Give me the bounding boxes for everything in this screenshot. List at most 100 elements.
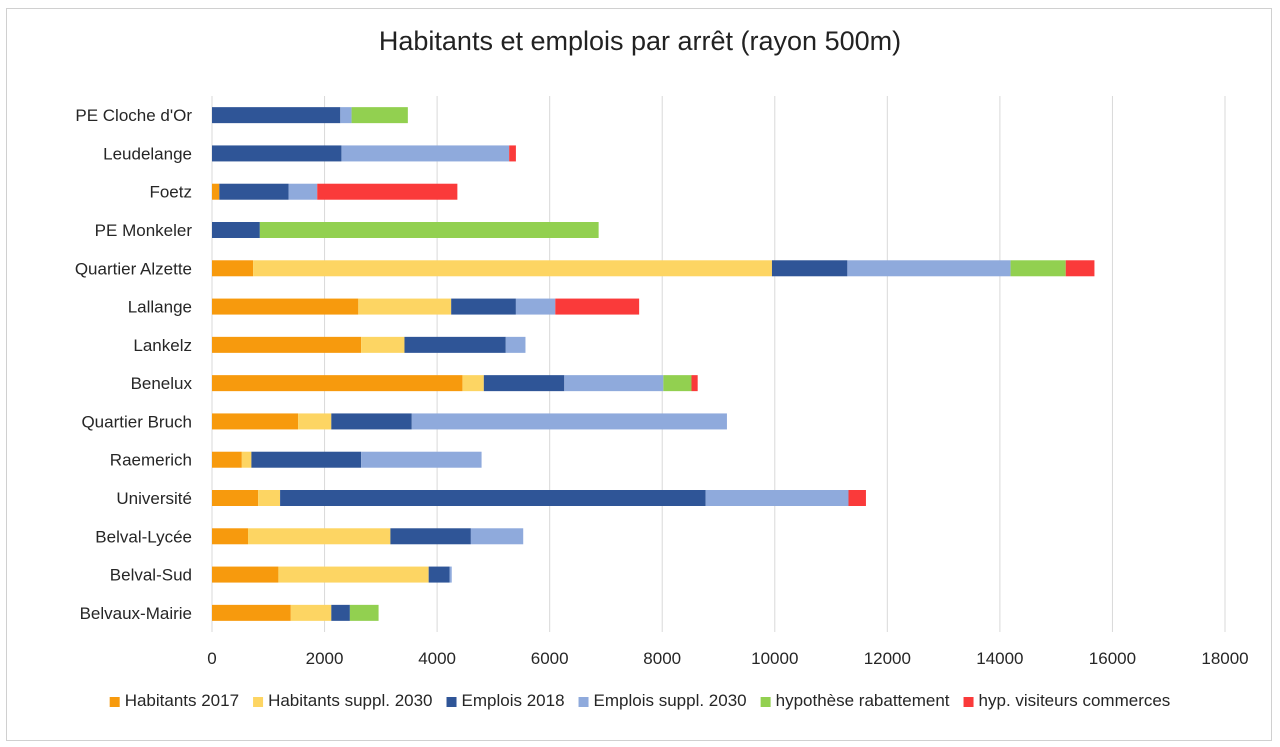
legend-label: hyp. visiteurs commerces [979, 691, 1171, 710]
legend-swatch [963, 697, 974, 707]
bar-segment [212, 413, 299, 430]
legend: Habitants 2017 Habitants suppl. 2030 Emplo… [109, 691, 1171, 710]
bar-segment [361, 336, 405, 353]
legend-item: hyp. visiteurs commerces [963, 691, 1171, 710]
bar-segment [280, 490, 706, 506]
bar-segment [253, 260, 772, 277]
legend-label: hypothèse rabattement [776, 691, 950, 710]
bar-segment [451, 298, 516, 315]
bar-segment [212, 490, 259, 506]
bar-segment [505, 336, 526, 353]
x-tick-label: 8000 [643, 649, 681, 668]
bar-segment [555, 298, 640, 315]
category-label: Foetz [149, 183, 192, 202]
legend-swatch [760, 697, 771, 707]
bar-segment [564, 375, 664, 392]
bar-segment [515, 298, 556, 315]
bar-segment [1065, 260, 1095, 277]
bar-segment [212, 336, 362, 353]
bar-segment [248, 528, 391, 545]
x-tick-labels: 0 2000 4000 6000 8000 10000 12000 14000 16000 180… [207, 649, 1248, 668]
bars [212, 107, 1095, 621]
bar-segment [428, 566, 450, 583]
bar-segment [705, 490, 849, 506]
category-label: PE Monkeler [95, 221, 193, 240]
legend-item: hypothèse rabattement [760, 691, 950, 710]
bar-segment [1010, 260, 1066, 277]
legend-item: Emplois 2018 [446, 691, 565, 710]
legend-swatch [109, 697, 120, 707]
bar-segment [358, 298, 452, 315]
bar-segment [349, 604, 379, 621]
gridlines [211, 96, 1226, 632]
bar-segment [212, 528, 249, 545]
category-label: Belvaux-Mairie [80, 604, 192, 623]
bar-segment [251, 451, 362, 468]
x-tick-label: 12000 [864, 649, 911, 668]
category-label: Belval-Lycée [95, 527, 192, 546]
bar-segment [288, 183, 318, 200]
category-label: Benelux [131, 374, 193, 393]
category-label: Belval-Sud [110, 566, 192, 585]
legend-item: Emplois suppl. 2030 [578, 691, 747, 710]
bar-segment [212, 375, 463, 392]
x-tick-label: 4000 [418, 649, 456, 668]
x-tick-label: 6000 [531, 649, 569, 668]
bar-segment [341, 145, 510, 162]
bar-segment [691, 375, 698, 392]
bar-segment [449, 566, 452, 583]
bar-segment [219, 183, 289, 200]
legend-item: Habitants suppl. 2030 [253, 691, 433, 710]
legend-swatch [253, 697, 264, 707]
category-label: Leudelange [103, 144, 192, 163]
bar-segment [212, 451, 242, 468]
bar-segment [317, 183, 458, 200]
bar-segment [663, 375, 692, 392]
category-label: Quartier Alzette [75, 259, 192, 278]
bar-segment [212, 222, 260, 238]
bar-segment [847, 260, 1011, 277]
legend-swatch [446, 697, 457, 707]
x-tick-label: 2000 [306, 649, 344, 668]
category-labels: PE Cloche d'Or Leudelange Foetz PE Monkeler… [75, 106, 193, 623]
x-tick-label: 16000 [1089, 649, 1136, 668]
bar-segment [361, 451, 482, 468]
legend-swatch [578, 697, 589, 707]
x-tick-label: 10000 [751, 649, 798, 668]
bar-segment [259, 222, 599, 238]
x-tick-label: 14000 [976, 649, 1023, 668]
bar-segment [509, 145, 516, 162]
bar-segment [340, 107, 352, 124]
bar-segment [258, 490, 281, 506]
x-tick-label: 0 [207, 649, 216, 668]
legend-label: Emplois 2018 [462, 691, 565, 710]
bar-segment [241, 451, 252, 468]
bar-segment [212, 566, 279, 583]
bar-segment [298, 413, 332, 430]
bar-segment [771, 260, 848, 277]
category-label: PE Cloche d'Or [75, 106, 192, 125]
bar-segment [470, 528, 524, 545]
legend-item: Habitants 2017 [109, 691, 239, 710]
bar-segment [290, 604, 332, 621]
legend-label: Habitants suppl. 2030 [268, 691, 432, 710]
bar-segment [462, 375, 484, 392]
category-label: Lankelz [133, 336, 192, 355]
bar-segment [848, 490, 866, 506]
category-label: Raemerich [110, 451, 192, 470]
bar-segment [278, 566, 429, 583]
bar-segment [483, 375, 565, 392]
category-label: Lallange [128, 298, 192, 317]
x-tick-label: 18000 [1201, 649, 1248, 668]
bar-segment [212, 260, 254, 277]
legend-label: Habitants 2017 [125, 691, 239, 710]
chart-title: Habitants et emplois par arrêt (rayon 50… [378, 26, 902, 56]
bar-segment [212, 604, 291, 621]
bar-segment [331, 413, 412, 430]
bar-segment [331, 604, 350, 621]
bar-segment [212, 298, 359, 315]
category-label: Quartier Bruch [81, 412, 192, 431]
bar-segment [212, 183, 220, 200]
bar-segment [404, 336, 506, 353]
